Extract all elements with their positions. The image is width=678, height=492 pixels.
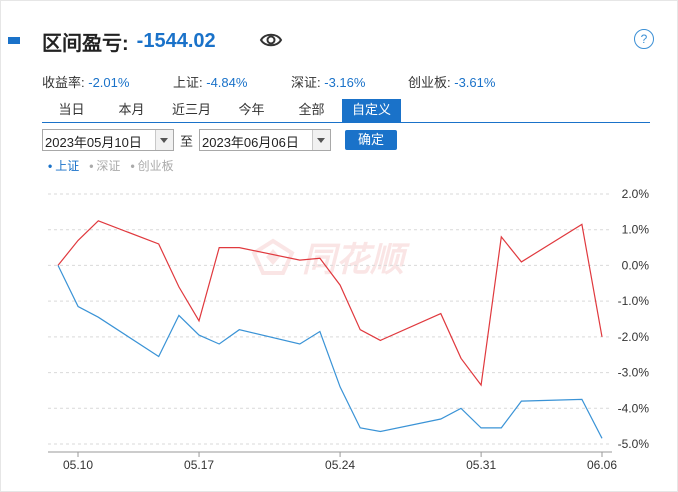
legend-label-sz: 深证 bbox=[96, 159, 121, 173]
legend-item-sz[interactable]: • 深证 bbox=[89, 159, 121, 173]
x-tick-label: 05.24 bbox=[325, 458, 355, 472]
date-separator: 至 bbox=[180, 133, 194, 149]
chart-legend: • 上证 • 深证 • 创业板 bbox=[48, 157, 184, 174]
series-line-sh bbox=[57, 265, 603, 439]
legend-item-cyb[interactable]: • 创业板 bbox=[130, 159, 174, 173]
legend-item-sh[interactable]: • 上证 bbox=[48, 159, 80, 173]
tab-this-year[interactable]: 今年 bbox=[238, 102, 265, 117]
range-pnl-label: 区间盈亏: bbox=[42, 32, 129, 55]
title-row: 区间盈亏: -1544.02 bbox=[42, 26, 216, 56]
end-date-select[interactable]: 2023年06月06日 bbox=[199, 129, 332, 151]
start-date-value: 2023年05月10日 bbox=[45, 135, 142, 150]
series-line-return bbox=[57, 220, 603, 387]
eye-icon[interactable] bbox=[259, 30, 283, 50]
tab-this-month[interactable]: 本月 bbox=[118, 102, 145, 117]
stats-row: 收益率: -2.01% 上证: -4.84% 深证: -3.16% 创业板: -… bbox=[42, 72, 495, 91]
end-date-value: 2023年06月06日 bbox=[202, 135, 299, 150]
tab-all[interactable]: 全部 bbox=[298, 102, 325, 117]
x-tick-label: 06.06 bbox=[587, 458, 617, 472]
y-tick-label: 2.0% bbox=[622, 187, 650, 201]
tab-custom[interactable]: 自定义 bbox=[342, 99, 401, 122]
y-tick-label: 0.0% bbox=[622, 258, 650, 272]
date-range-row: 2023年05月10日 至 2023年06月06日 确定 bbox=[42, 129, 398, 151]
range-pnl-value: -1544.02 bbox=[136, 29, 216, 52]
tab-today[interactable]: 当日 bbox=[58, 102, 85, 117]
stat-sz-value: -3.16% bbox=[324, 75, 366, 90]
start-date-select[interactable]: 2023年05月10日 bbox=[42, 129, 174, 151]
y-tick-label: -5.0% bbox=[618, 437, 650, 451]
chevron-down-icon[interactable] bbox=[155, 130, 173, 150]
tab-last-three-months[interactable]: 近三月 bbox=[171, 102, 211, 117]
watermark: 同花顺 bbox=[250, 232, 404, 281]
stat-sz: 深证: -3.16% bbox=[291, 72, 408, 91]
legend-label-sh: 上证 bbox=[55, 159, 80, 173]
watermark-logo bbox=[251, 238, 295, 275]
section-marker bbox=[8, 37, 20, 44]
legend-label-cyb: 创业板 bbox=[137, 159, 174, 173]
stat-sh: 上证: -4.84% bbox=[173, 72, 291, 91]
stat-cyb-value: -3.61% bbox=[454, 75, 496, 90]
stat-return-value: -2.01% bbox=[88, 75, 130, 90]
stat-return: 收益率: -2.01% bbox=[42, 72, 173, 91]
performance-chart: 2.0% 1.0% 0.0% -1.0% -2.0% -3.0% -4.0% -5.0% 05.… bbox=[48, 187, 650, 472]
y-tick-label: 1.0% bbox=[622, 223, 650, 237]
y-tick-label: -4.0% bbox=[618, 401, 650, 415]
watermark-text: 同花顺 bbox=[302, 241, 404, 279]
y-tick-label: -1.0% bbox=[618, 294, 650, 308]
x-tick-label: 05.10 bbox=[63, 458, 93, 472]
period-tabs: 当日 本月 近三月 今年 全部 自定义 bbox=[42, 99, 650, 123]
confirm-button[interactable]: 确定 bbox=[345, 130, 398, 150]
stat-return-label: 收益率: bbox=[42, 75, 85, 90]
stat-cyb: 创业板: -3.61% bbox=[408, 72, 495, 91]
chevron-down-icon[interactable] bbox=[312, 130, 331, 150]
y-tick-label: -3.0% bbox=[618, 366, 650, 380]
y-tick-label: -2.0% bbox=[618, 330, 650, 344]
stat-sz-label: 深证: bbox=[291, 75, 321, 90]
stat-sh-label: 上证: bbox=[173, 75, 203, 90]
stat-cyb-label: 创业板: bbox=[408, 75, 451, 90]
help-icon[interactable]: ? bbox=[634, 29, 654, 49]
x-tick-label: 05.31 bbox=[466, 458, 496, 472]
x-tick-label: 05.17 bbox=[184, 458, 214, 472]
stat-sh-value: -4.84% bbox=[206, 75, 248, 90]
